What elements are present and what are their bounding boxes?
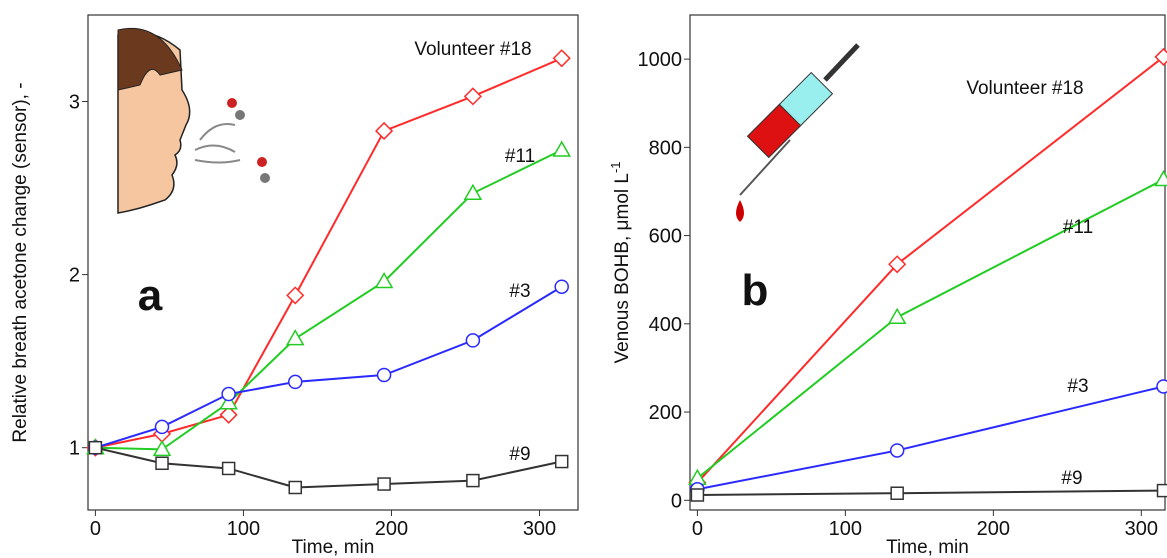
x-tick-label: 300: [1125, 518, 1158, 540]
y-tick-label: 600: [649, 226, 682, 248]
y-tick-label: 2: [69, 265, 80, 287]
marker: [463, 87, 482, 106]
marker: [465, 333, 481, 348]
marker: [1156, 379, 1167, 394]
marker: [1154, 170, 1167, 187]
x-axis-label: Time, min: [292, 537, 375, 558]
x-tick-label: 0: [692, 518, 703, 540]
face-illustration: [117, 27, 270, 214]
marker: [155, 456, 169, 471]
series-line: [696, 178, 1164, 480]
series-label: #3: [509, 281, 530, 302]
x-tick-label: 0: [90, 518, 101, 540]
marker: [286, 286, 305, 305]
marker: [690, 488, 705, 502]
y-axis-label: Venous BOHB, μmol L-1: [608, 161, 633, 363]
marker: [1154, 47, 1167, 66]
x-tick-label: 200: [375, 518, 408, 540]
syringe-illustration: [736, 43, 860, 222]
y-tick-label: 200: [649, 402, 682, 424]
series-label: #9: [509, 444, 530, 465]
y-tick-label: 0: [671, 490, 682, 512]
marker: [288, 480, 303, 495]
marker: [154, 419, 170, 435]
series-label: #3: [1067, 376, 1088, 397]
y-axis-label-main: Venous BOHB, μmol L: [612, 173, 633, 363]
x-tick-label: 100: [227, 518, 260, 540]
marker: [152, 439, 172, 457]
marker: [219, 393, 238, 410]
marker: [554, 454, 569, 469]
y-tick-label: 1: [69, 438, 80, 460]
y-axis-label-main: Relative breath acetone change (sensor),…: [10, 82, 31, 442]
marker: [376, 367, 392, 383]
panel-label: a: [138, 271, 163, 320]
marker: [221, 461, 236, 476]
plot-frame: [689, 14, 1166, 511]
series-line: [697, 385, 1164, 491]
marker: [221, 386, 236, 402]
x-axis-label: Time, min: [886, 537, 969, 558]
y-tick-label: 3: [69, 92, 80, 114]
x-tick-label: 100: [829, 518, 862, 540]
marker: [374, 272, 394, 289]
series-label: #11: [1063, 217, 1093, 238]
x-tick-label: 300: [523, 518, 556, 540]
marker: [887, 307, 907, 324]
series-label: #9: [1061, 468, 1082, 489]
marker: [554, 279, 569, 294]
marker: [466, 473, 480, 488]
marker: [219, 405, 238, 424]
marker: [463, 183, 483, 201]
y-tick-label: 800: [649, 137, 682, 159]
marker: [890, 486, 904, 500]
marker: [288, 374, 303, 390]
marker: [1156, 483, 1167, 498]
y-axis-label-sup: -1: [608, 161, 623, 173]
series-label: Volunteer #18: [966, 78, 1083, 99]
marker: [377, 477, 391, 491]
marker: [888, 255, 907, 274]
marker: [552, 140, 572, 157]
y-tick-label: 400: [649, 314, 682, 336]
x-tick-label: 200: [977, 518, 1010, 540]
marker: [88, 440, 103, 455]
series-label: Volunteer #18: [414, 39, 531, 60]
marker: [375, 121, 394, 141]
panel-label: b: [742, 266, 769, 315]
plot-frame: [87, 14, 579, 511]
marker: [889, 443, 905, 458]
series-label: #11: [505, 146, 535, 167]
series-line: [697, 489, 1164, 496]
marker: [285, 329, 305, 346]
y-axis-label: Relative breath acetone change (sensor),…: [10, 82, 31, 442]
marker: [552, 49, 571, 68]
y-tick-label: 1000: [638, 49, 683, 71]
